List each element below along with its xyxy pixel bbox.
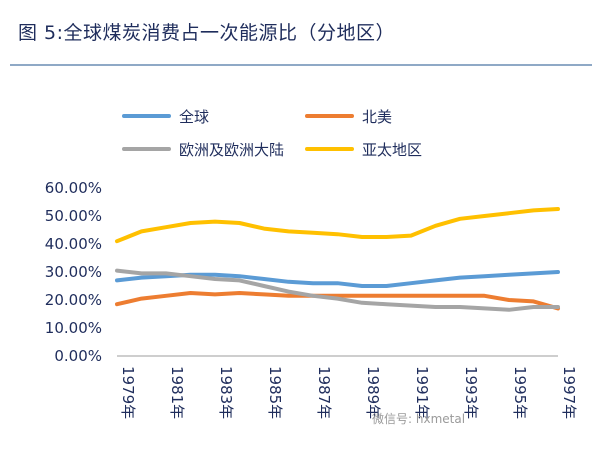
y-axis: 0.00% 10.00% 20.00% 30.00% 40.00% 50.00% 60.00…	[45, 179, 102, 365]
x-axis: 1979年 1981年 1983年 1985年 1987年 1989年 1991年 1993年…	[117, 355, 578, 419]
x-tick-label: 1979年	[119, 366, 137, 419]
chart-title: 图 5:全球煤炭消费占一次能源比（分地区）	[18, 22, 396, 44]
series-line-1	[115, 291, 560, 311]
x-tick-label: 1997年	[560, 366, 578, 419]
legend-label-2: 欧洲及欧洲大陆	[179, 141, 284, 159]
y-tick-label: 60.00%	[45, 179, 102, 197]
x-tick-label: 1989年	[364, 366, 382, 419]
title-divider	[10, 64, 592, 66]
y-tick-label: 20.00%	[45, 291, 102, 309]
x-tick-label: 1995年	[511, 366, 529, 419]
y-tick-label: 50.00%	[45, 207, 102, 225]
y-tick-label: 40.00%	[45, 235, 102, 253]
legend-label-1: 北美	[362, 108, 392, 126]
legend-label-3: 亚太地区	[362, 141, 422, 159]
watermark-text: 微信号: hxmetal	[372, 412, 466, 426]
y-tick-label: 0.00%	[54, 347, 102, 365]
x-tick-label: 1993年	[462, 366, 480, 419]
series-line-2	[115, 268, 560, 312]
x-tick-label: 1985年	[266, 366, 284, 419]
y-tick-label: 30.00%	[45, 263, 102, 281]
series-line-3	[115, 207, 560, 244]
x-tick-label: 1991年	[413, 366, 431, 419]
x-tick-label: 1981年	[168, 366, 186, 419]
y-tick-label: 10.00%	[45, 319, 102, 337]
legend-label-0: 全球	[179, 108, 209, 126]
plot-area	[115, 207, 560, 312]
x-tick-label: 1983年	[217, 366, 235, 419]
x-tick-label: 1987年	[315, 366, 333, 419]
